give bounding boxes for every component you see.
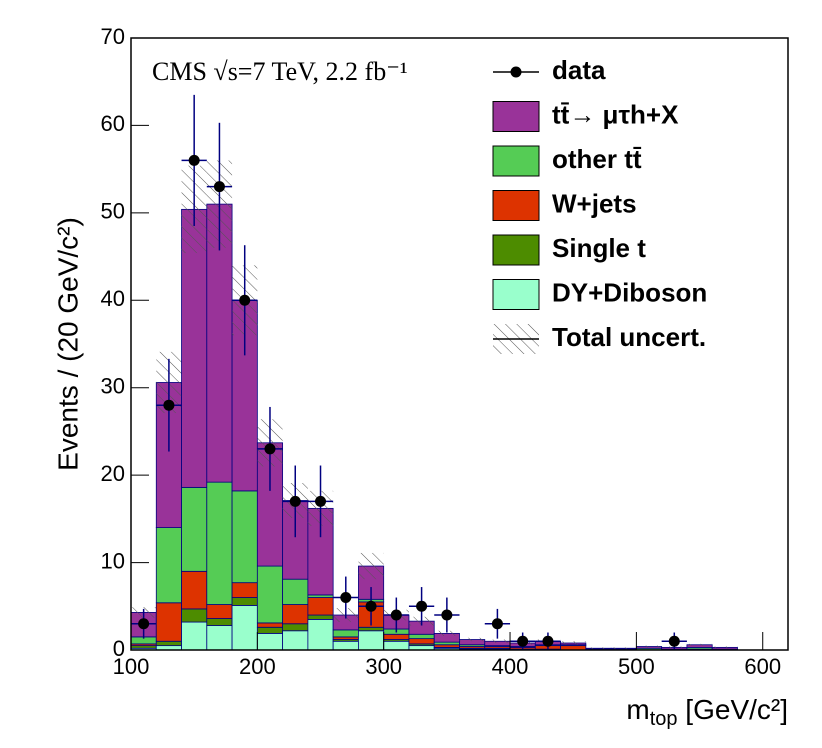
histogram-segment [408, 633, 435, 640]
x-tick-label: 200 [239, 654, 276, 679]
data-point [239, 294, 251, 306]
histogram-segment [256, 565, 284, 624]
legend-label: Single t [552, 233, 646, 263]
histogram-segment [282, 623, 309, 632]
x-tick-label: 300 [365, 654, 402, 679]
data-point [340, 592, 352, 604]
annotation: CMS √s=7 TeV, 2.2 fb⁻¹ [152, 57, 408, 86]
histogram-segment [231, 597, 258, 606]
histogram-segment [307, 614, 334, 620]
x-tick-label: 400 [492, 654, 529, 679]
histogram-segment [155, 602, 182, 642]
data-point [542, 635, 554, 647]
data-point [188, 154, 200, 166]
histogram-segment [181, 570, 208, 610]
legend-swatch [492, 234, 540, 266]
legend-label: DY+Diboson [552, 277, 707, 307]
histogram-segment [383, 640, 410, 651]
x-tick-label: 500 [618, 654, 655, 679]
x-label-sub: top [650, 708, 678, 730]
y-tick-label: 50 [101, 199, 125, 224]
y-tick-label: 30 [101, 374, 125, 399]
histogram-segment [256, 622, 284, 628]
y-axis-label: Events / (20 GeV/c²) [52, 217, 83, 471]
data-point [264, 443, 276, 455]
y-tick-label: 70 [101, 24, 125, 49]
data-point [668, 635, 680, 647]
histogram-segment [181, 621, 208, 651]
histogram-segment [383, 633, 410, 640]
histogram-segment [206, 604, 233, 619]
x-tick-label: 100 [113, 654, 150, 679]
uncertainty-band [434, 630, 460, 637]
uncertainty-band [636, 645, 662, 648]
uncertainty-band [358, 552, 384, 580]
data-point [138, 618, 150, 630]
histogram-segment [231, 490, 258, 584]
histogram-segment [282, 630, 309, 651]
histogram-segment [256, 626, 284, 634]
y-tick-label: 40 [101, 286, 125, 311]
histogram-segment [282, 578, 309, 605]
x-tick-label: 600 [744, 654, 781, 679]
histogram-segment [332, 640, 359, 651]
histogram-segment [206, 618, 233, 626]
uncertainty-band [484, 639, 511, 644]
legend-label: data [552, 55, 606, 85]
histogram-segment [181, 208, 208, 488]
histogram-segment [206, 625, 233, 651]
legend-label: other tt̄ [552, 144, 642, 174]
legend-label: tt̄→ μτh+X [552, 99, 679, 129]
legend-swatch [492, 145, 540, 177]
histogram-segment [155, 640, 182, 647]
uncertainty-band [712, 646, 738, 649]
histogram-segment [231, 582, 258, 598]
legend-label: W+jets [552, 188, 637, 218]
y-tick-label: 10 [101, 548, 125, 573]
uncertainty-band [686, 643, 713, 646]
histogram-segment [256, 632, 284, 651]
y-tick-label: 20 [101, 461, 125, 486]
data-point [441, 609, 453, 621]
data-point [491, 618, 503, 630]
uncertainty-band [611, 647, 637, 650]
histogram-segment [332, 629, 359, 638]
data-point [163, 399, 175, 411]
data-point [289, 495, 301, 507]
histogram-segment [181, 486, 208, 572]
histogram-segment [358, 630, 385, 651]
histogram-segment [155, 527, 182, 604]
data-point [213, 181, 225, 193]
histogram-segment [206, 481, 233, 605]
x-label-main: m [626, 694, 649, 725]
legend-swatch [492, 279, 540, 310]
histogram-segment [231, 605, 258, 651]
data-point [390, 609, 402, 621]
legend-swatch [492, 101, 540, 132]
legend-swatch [492, 190, 540, 221]
uncertainty-band [459, 637, 485, 642]
y-tick-label: 0 [113, 636, 125, 661]
histogram-segment [358, 626, 385, 632]
data-point [517, 635, 529, 647]
frame [130, 37, 789, 651]
data-point [315, 495, 327, 507]
y-tick-label: 60 [101, 111, 125, 136]
histogram-segment [181, 608, 208, 623]
plot-area [130, 94, 738, 651]
uncertainty-band [585, 647, 612, 650]
data-point [416, 600, 428, 612]
x-axis-label: mtop [GeV/c²] [626, 694, 788, 730]
histogram-segment [307, 619, 334, 651]
histogram-segment [307, 597, 334, 616]
uncertainty-band [560, 641, 586, 645]
histogram-segment [282, 604, 309, 625]
histogram-segment [408, 638, 435, 645]
x-label-unit: [GeV/c²] [678, 694, 788, 725]
data-point [365, 600, 377, 612]
legend-data-dot [510, 66, 522, 78]
legend-label: Total uncert. [552, 322, 706, 352]
